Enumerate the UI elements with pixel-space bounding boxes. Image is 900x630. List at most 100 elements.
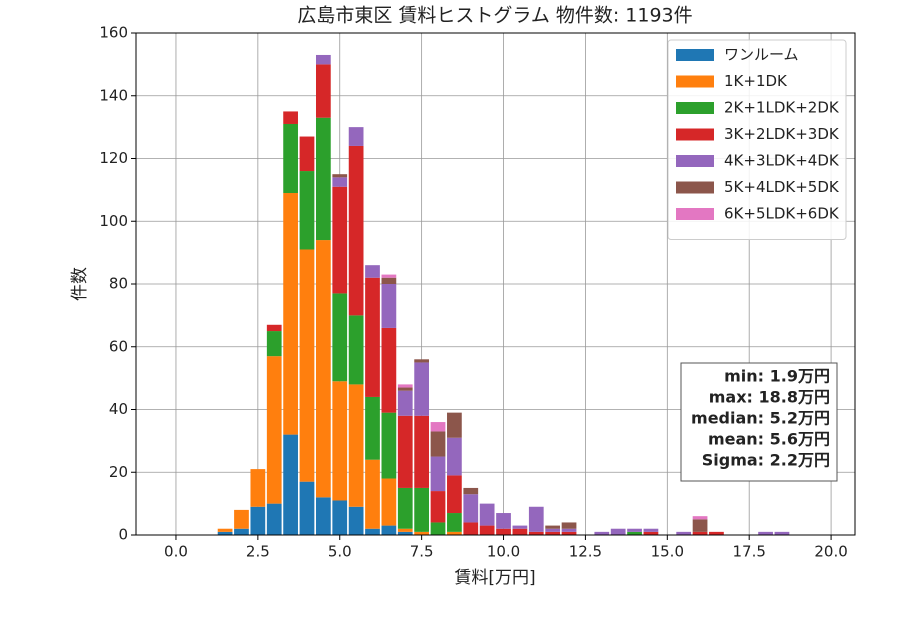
bar [234, 528, 249, 535]
stats-text: median: 5.2万円 [691, 409, 830, 428]
stats-box [680, 362, 838, 482]
bar [332, 293, 348, 382]
x-tick-label: 7.5 [410, 543, 434, 561]
bar [397, 384, 413, 388]
chart-title: 広島市東区 賃料ヒストグラム 物件数: 1193件 [297, 5, 692, 27]
bar [381, 525, 397, 535]
y-tick-label: 40 [109, 400, 128, 418]
bar [447, 412, 462, 438]
bar [610, 528, 626, 535]
bar [430, 431, 446, 457]
bar [397, 531, 413, 535]
bar [348, 506, 364, 535]
bar [594, 531, 610, 535]
bar [299, 481, 315, 535]
bar [332, 177, 348, 187]
bar [447, 475, 462, 514]
legend-swatch [676, 49, 714, 61]
legend-label: 4K+3LDK+4DK [724, 152, 840, 170]
bar [381, 284, 397, 328]
bar [496, 513, 511, 529]
x-tick-label: 2.5 [246, 543, 270, 561]
bar [479, 503, 495, 526]
bar [512, 528, 528, 535]
legend-label: 5K+4LDK+5DK [724, 178, 840, 196]
legend-swatch [676, 181, 714, 194]
bar [365, 396, 380, 460]
bar [283, 193, 298, 435]
x-tick-label: 20.0 [814, 543, 847, 561]
stats-text: max: 18.8万円 [709, 388, 830, 407]
bar [381, 478, 397, 526]
x-tick-label: 5.0 [328, 543, 352, 561]
bar [545, 531, 561, 535]
bar [414, 359, 430, 363]
legend: ワンルーム 1K+1DK 2K+1LDK+2DK 3K+2LDK+3DK 4K+3LDK… [667, 39, 847, 240]
bar [627, 531, 642, 535]
x-tick-label: 17.5 [732, 543, 765, 561]
bar [381, 327, 397, 413]
bar [266, 356, 282, 504]
bar [545, 528, 561, 532]
y-tick-label: 80 [109, 275, 128, 293]
bar [512, 525, 528, 529]
bar [299, 249, 315, 482]
bar [315, 54, 331, 65]
x-axis-label: 賃料[万円] [454, 568, 535, 588]
stats-text: min: 1.9万円 [724, 367, 830, 386]
bar [283, 111, 298, 124]
bar [381, 412, 397, 479]
plot-frame [135, 32, 856, 536]
bar [332, 500, 348, 535]
bar [397, 387, 413, 391]
bar [479, 525, 495, 535]
bar [463, 522, 479, 535]
bar [283, 434, 298, 535]
y-tick-label: 20 [109, 463, 128, 481]
bar [381, 274, 397, 278]
legend-swatch [676, 75, 714, 88]
bar [266, 503, 282, 535]
bar [348, 315, 364, 385]
bar [365, 265, 380, 278]
bar [332, 174, 348, 178]
bar [315, 240, 331, 498]
bar [627, 528, 642, 532]
bar [496, 528, 511, 535]
bar [774, 531, 790, 535]
bar [430, 522, 446, 535]
bar [234, 509, 249, 529]
bar [397, 487, 413, 529]
bar [692, 516, 708, 520]
bar [250, 469, 266, 507]
bar [217, 531, 233, 535]
bar [332, 381, 348, 501]
bar [463, 494, 479, 523]
legend-swatch [676, 155, 714, 167]
bar [365, 528, 380, 535]
bar [315, 117, 331, 241]
bar [528, 506, 544, 532]
bar [217, 528, 233, 532]
bar [545, 525, 561, 529]
legend-label: 6K+5LDK+6DK [724, 205, 840, 223]
y-tick-label: 140 [99, 86, 128, 104]
bar [299, 136, 315, 172]
bar [381, 277, 397, 284]
bar [430, 491, 446, 523]
bar [348, 127, 364, 146]
bar [348, 384, 364, 507]
bar [561, 522, 577, 529]
legend-label: ワンルーム [724, 46, 799, 64]
legend-label: 2K+1LDK+2DK [724, 99, 840, 117]
bar [266, 324, 282, 332]
bar [299, 171, 315, 250]
bar [643, 528, 659, 532]
y-tick-label: 0 [118, 526, 128, 544]
y-tick-label: 160 [99, 24, 128, 42]
bar [283, 123, 298, 194]
bar [430, 422, 446, 432]
bar [397, 415, 413, 488]
bar [758, 531, 773, 535]
